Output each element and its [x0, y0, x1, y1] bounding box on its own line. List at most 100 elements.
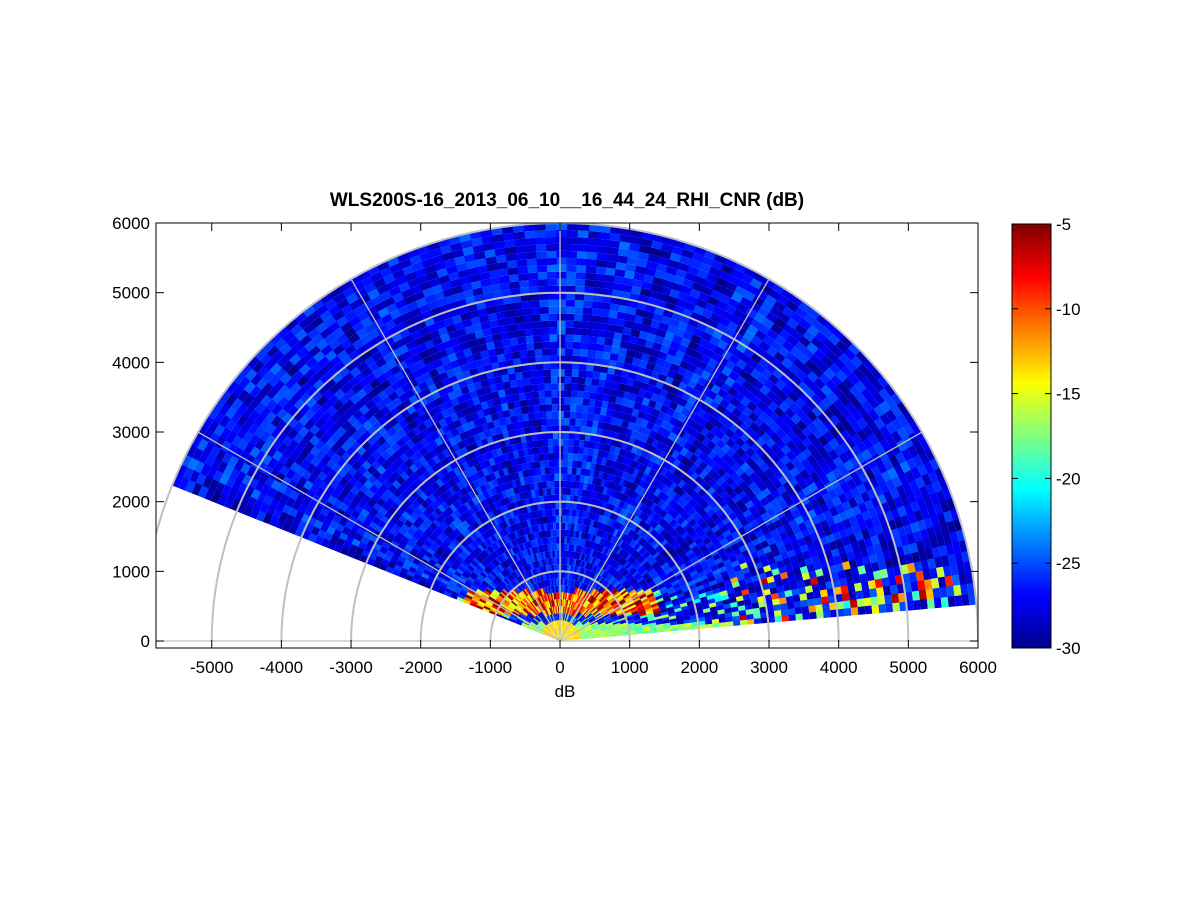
- cnr-cell: [565, 278, 576, 286]
- cnr-cell: [619, 426, 628, 435]
- cnr-cell: [535, 553, 540, 561]
- cnr-cell: [557, 585, 560, 593]
- cnr-cell: [573, 638, 581, 640]
- cnr-cell: [488, 472, 497, 481]
- cnr-cell: [890, 507, 901, 520]
- cnr-cell: [577, 446, 584, 455]
- cnr-cell: [736, 512, 746, 522]
- cnr-cell: [525, 342, 535, 351]
- cnr-cell: [557, 627, 559, 635]
- cnr-cell: [566, 638, 574, 640]
- cnr-cell: [512, 579, 519, 587]
- cnr-cell: [335, 315, 349, 328]
- cnr-cell: [849, 354, 864, 368]
- cnr-cell: [564, 621, 568, 628]
- cnr-cell: [499, 331, 510, 341]
- cnr-cell: [573, 313, 583, 322]
- cnr-cell: [908, 418, 921, 433]
- cnr-cell: [867, 525, 878, 538]
- cnr-cell: [594, 614, 602, 619]
- cnr-cell: [580, 632, 587, 636]
- cnr-cell: [613, 592, 621, 599]
- cnr-cell: [498, 417, 507, 427]
- cnr-cell: [873, 523, 884, 535]
- cnr-cell: [561, 564, 564, 572]
- cnr-cell: [551, 508, 556, 516]
- cnr-cell: [507, 373, 517, 382]
- cnr-cell: [480, 476, 488, 485]
- cnr-cell: [594, 591, 601, 599]
- cnr-cell: [482, 407, 491, 417]
- cnr-cell: [927, 469, 939, 484]
- cnr-cell: [668, 288, 681, 299]
- cnr-cell: [549, 480, 555, 489]
- cnr-cell: [467, 338, 479, 349]
- cnr-cell: [447, 478, 457, 488]
- cnr-cell: [520, 364, 530, 373]
- cnr-cell: [645, 507, 654, 517]
- cnr-cell: [777, 328, 791, 341]
- cnr-cell: [552, 614, 555, 621]
- cnr-cell: [519, 566, 525, 575]
- cnr-cell: [809, 611, 817, 620]
- cnr-cell: [431, 481, 440, 491]
- cnr-cell: [319, 327, 333, 340]
- cnr-cell: [692, 492, 702, 502]
- cnr-cell: [617, 304, 629, 314]
- cnr-cell: [400, 350, 413, 362]
- cnr-cell: [505, 576, 512, 584]
- cnr-cell: [653, 523, 662, 532]
- cnr-cell: [528, 547, 534, 556]
- cnr-cell: [595, 602, 602, 609]
- cnr-cell: [598, 530, 605, 538]
- cnr-cell: [863, 498, 875, 511]
- cnr-cell: [593, 528, 599, 536]
- cnr-cell: [589, 321, 600, 330]
- cnr-cell: [614, 628, 622, 632]
- cnr-cell: [504, 489, 512, 498]
- cnr-cell: [846, 550, 856, 561]
- cnr-cell: [617, 539, 624, 547]
- cnr-cell: [465, 468, 474, 477]
- cnr-cell: [481, 532, 489, 541]
- cnr-cell: [563, 613, 565, 621]
- cnr-cell: [573, 523, 578, 531]
- cnr-cell: [493, 558, 500, 566]
- cnr-cell: [628, 628, 636, 632]
- cnr-cell: [601, 611, 609, 617]
- cnr-cell: [447, 486, 457, 496]
- cnr-cell: [636, 589, 645, 596]
- cnr-cell: [574, 620, 580, 627]
- cnr-cell: [455, 490, 464, 499]
- cnr-cell: [577, 614, 584, 621]
- cnr-cell: [501, 528, 509, 537]
- cnr-cell: [606, 541, 613, 549]
- cnr-cell: [525, 462, 532, 471]
- cnr-cell: [681, 278, 695, 289]
- cnr-cell: [569, 579, 573, 587]
- cnr-cell: [838, 576, 848, 587]
- cnr-cell: [586, 454, 593, 463]
- cnr-cell: [717, 608, 725, 615]
- cnr-cell: [583, 286, 595, 295]
- cnr-cell: [664, 265, 678, 276]
- cnr-cell: [676, 488, 686, 497]
- cnr-cell: [542, 446, 549, 454]
- cnr-cell: [580, 517, 585, 525]
- cnr-cell: [673, 513, 683, 522]
- cnr-cell: [556, 606, 558, 614]
- cnr-cell: [514, 322, 525, 331]
- cnr-cell: [507, 430, 515, 439]
- cnr-cell: [484, 392, 493, 402]
- cnr-cell: [674, 298, 687, 309]
- cnr-cell: [637, 537, 646, 545]
- cnr-cell: [406, 301, 419, 312]
- cnr-cell: [554, 480, 559, 488]
- cnr-cell: [545, 418, 553, 426]
- cnr-cell: [645, 576, 653, 584]
- cnr-cell: [582, 398, 590, 406]
- cnr-cell: [878, 603, 887, 614]
- cnr-cell: [839, 552, 849, 563]
- cnr-cell: [453, 509, 462, 518]
- cnr-cell: [489, 527, 497, 535]
